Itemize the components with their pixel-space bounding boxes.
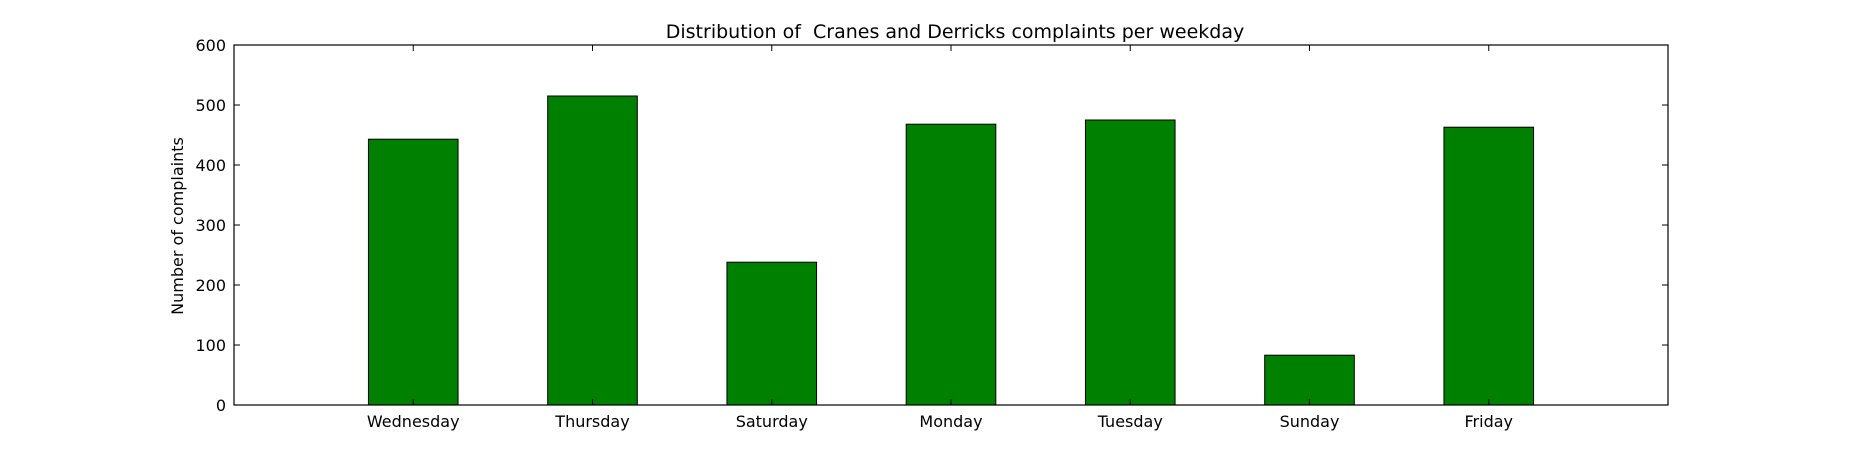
plot-frame: [233, 44, 1669, 406]
y-tick-label: 400: [195, 156, 226, 175]
y-tick-label: 100: [195, 336, 226, 355]
x-tick-label: Thursday: [554, 412, 629, 431]
bar-friday: [1443, 126, 1535, 406]
bar-thursday: [547, 95, 638, 406]
bar-sunday: [1264, 354, 1355, 406]
chart-title: Distribution of Cranes and Derricks comp…: [666, 21, 1244, 43]
y-axis-label: Number of complaints: [168, 137, 187, 315]
bar-wednesday: [367, 138, 459, 406]
y-tick-label: 600: [195, 36, 226, 55]
x-tick-label: Sunday: [1280, 412, 1340, 431]
bar-tuesday: [1084, 119, 1176, 406]
x-tick-label: Saturday: [736, 412, 808, 431]
x-tick-label: Monday: [919, 412, 982, 431]
y-tick-label: 0: [216, 396, 226, 415]
bars-group: [367, 95, 1535, 406]
x-tick-label: Tuesday: [1097, 412, 1163, 431]
ticks-group: Wednesday Thursday Saturday Monday Tuesday Su…: [195, 36, 1668, 431]
x-tick-label: Wednesday: [367, 412, 460, 431]
bar-saturday: [726, 261, 818, 406]
x-tick-label: Friday: [1465, 412, 1514, 431]
y-tick-label: 300: [195, 216, 226, 235]
y-tick-label: 500: [195, 96, 226, 115]
bar-monday: [905, 123, 997, 406]
y-tick-label: 200: [195, 276, 226, 295]
